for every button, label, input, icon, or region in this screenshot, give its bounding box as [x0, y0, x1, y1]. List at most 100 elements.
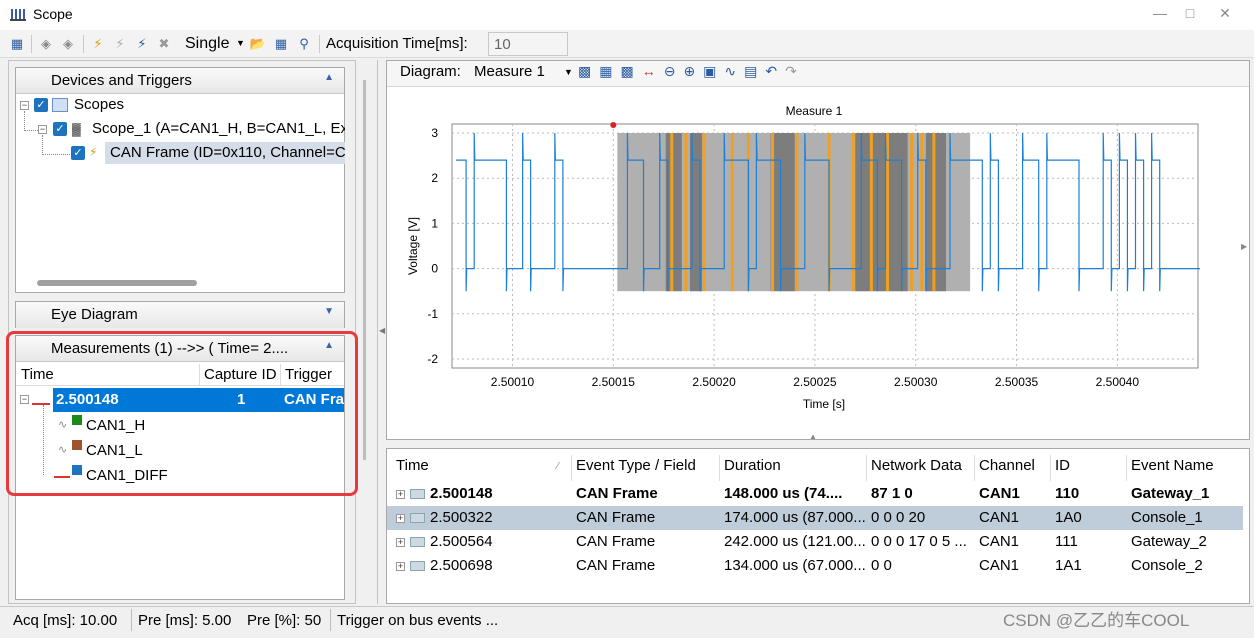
stuff-bit-marker [730, 133, 734, 292]
find-icon[interactable]: ⚲ [299, 36, 309, 51]
chevron-up-icon[interactable]: ▲ [809, 432, 817, 441]
can1-h-color-swatch [72, 415, 82, 425]
acquisition-time-input[interactable]: 10 [488, 32, 568, 56]
event-column-type[interactable]: Event Type / Field [576, 457, 696, 474]
event-column-duration[interactable]: Duration [724, 457, 781, 474]
chevron-left-icon[interactable]: ◀ [379, 326, 386, 335]
redo-icon[interactable]: ↷ [785, 63, 805, 79]
measurement-waveform-icon [32, 393, 50, 405]
y-axis-label: Voltage [V] [406, 217, 420, 275]
tree-expander[interactable]: − [20, 394, 29, 404]
signal-can1-diff[interactable]: CAN1_DIFF [86, 467, 168, 484]
event-cell-id: 110 [1055, 485, 1080, 502]
event-cell-id: 111 [1055, 533, 1078, 550]
measurements-title: Measurements (1) -->> ( Time= 2.... [51, 340, 289, 357]
tree-expander[interactable]: + [396, 561, 405, 571]
event-cell-type: CAN Frame [576, 509, 656, 526]
event-row-selected[interactable] [387, 506, 1243, 530]
diagram-select[interactable]: Measure 1 [474, 63, 545, 80]
event-column-time[interactable]: Time [396, 457, 429, 474]
signal-can1-h[interactable]: CAN1_H [86, 417, 146, 434]
diagram-tool-icons[interactable]: ▩▦▩↔⊖⊕▣∿▤↶↷ [578, 63, 805, 80]
event-cell-type: CAN Frame [576, 485, 658, 502]
chevron-down-icon[interactable]: ▼ [564, 67, 573, 77]
open-folder-icon[interactable]: 📂 [249, 36, 267, 51]
tree-item-scope-1[interactable]: Scope_1 (A=CAN1_H, B=CAN1_L, Ext [92, 120, 345, 137]
eye-diagram-header[interactable]: Eye Diagram ▼ [16, 302, 344, 328]
zoom-out-icon[interactable]: ⊖ [663, 63, 684, 79]
y-tick-label: 2 [431, 171, 438, 185]
frame-icon [410, 537, 425, 547]
event-column-event-name[interactable]: Event Name [1131, 457, 1214, 474]
tree-item-can-frame[interactable]: CAN Frame (ID=0x110, Channel=C [110, 144, 345, 161]
chevron-down-icon[interactable]: ▼ [236, 38, 245, 48]
maximize-button[interactable]: □ [1185, 5, 1195, 21]
tree-item-scopes[interactable]: Scopes [74, 96, 125, 113]
devices-panel-header[interactable]: Devices and Triggers ▲ [16, 68, 344, 94]
y-tick-label: 1 [431, 216, 438, 230]
column-trigger[interactable]: Trigger [285, 366, 332, 383]
undo-icon[interactable]: ↶ [765, 63, 786, 79]
stuff-bit-marker [932, 133, 936, 292]
event-cell-id: 1A0 [1055, 509, 1082, 526]
event-column-id[interactable]: ID [1055, 457, 1070, 474]
tree-expander[interactable]: − [38, 124, 47, 134]
tree-expander[interactable]: + [396, 489, 405, 499]
selected-row-bg [105, 142, 345, 164]
tree-expander[interactable]: + [396, 537, 405, 547]
expand-down-icon[interactable]: ▼ [324, 306, 334, 317]
stuff-bit-marker [886, 133, 890, 292]
can1-l-color-swatch [72, 440, 82, 450]
measurement-row-selected[interactable] [53, 388, 344, 412]
disconnect-icon[interactable]: ◈ [63, 36, 73, 51]
checkbox-checked[interactable]: ✓ [53, 122, 67, 136]
trigger-marker[interactable] [610, 122, 617, 128]
chevron-right-icon[interactable]: ▶ [1241, 242, 1248, 251]
fit-icon[interactable]: ↔ [641, 63, 664, 79]
measure-icon[interactable]: ∿ [724, 63, 745, 79]
checkbox-checked[interactable]: ✓ [34, 98, 48, 112]
trigger-mode-select[interactable]: Single [185, 35, 230, 52]
manual-trigger-icon[interactable]: ⚡ [137, 36, 147, 51]
column-time[interactable]: Time [21, 366, 54, 383]
zoom-in-icon[interactable]: ⊕ [683, 63, 704, 79]
event-cell-name: Console_1 [1131, 509, 1203, 526]
stop-icon[interactable]: ✖ [158, 36, 170, 51]
collapse-up-icon[interactable]: ▲ [324, 340, 334, 351]
save-icon[interactable]: ▦ [274, 36, 288, 51]
tree-expander[interactable]: + [396, 513, 405, 523]
trigger-disabled-icon[interactable]: ⚡ [115, 36, 125, 51]
zoom-box-icon[interactable]: ▣ [703, 63, 725, 79]
splitter-grip[interactable] [363, 80, 366, 460]
frame-band [770, 133, 795, 292]
chart-type-icon[interactable]: ▩ [578, 63, 600, 79]
frame-band [689, 133, 703, 292]
axis-icon[interactable]: ▦ [599, 63, 621, 79]
checkbox-checked[interactable]: ✓ [71, 146, 85, 160]
scope-plot[interactable]: Measure 1 3 2 1 0 -1 -2 2.50010 2.50015 2.50020… [387, 88, 1249, 438]
trigger-icon[interactable]: ⚡ [93, 36, 103, 51]
measurement-trigger: CAN Fra [284, 391, 344, 408]
y-tick-label: 3 [431, 126, 438, 140]
event-column-channel[interactable]: Channel [979, 457, 1035, 474]
connect-icon[interactable]: ◈ [41, 36, 51, 51]
device-config-icon[interactable]: ▦ [10, 36, 24, 51]
title-bar [0, 0, 1254, 30]
export-icon[interactable]: ▤ [744, 63, 766, 79]
signal-wave-icon: ∿ [58, 444, 68, 456]
frame-band [855, 133, 908, 292]
sort-icon[interactable]: ⁄ [557, 461, 559, 472]
scale-icon[interactable]: ▩ [620, 63, 642, 79]
close-button[interactable]: ✕ [1219, 5, 1231, 21]
tree-line [24, 130, 38, 131]
x-tick-label: 2.50015 [592, 375, 636, 389]
collapse-up-icon[interactable]: ▲ [324, 72, 334, 83]
signal-can1-l[interactable]: CAN1_L [86, 442, 143, 459]
tree-expander[interactable]: − [20, 100, 29, 110]
event-column-network-data[interactable]: Network Data [871, 457, 962, 474]
minimize-button[interactable]: — [1153, 5, 1167, 21]
column-capture-id[interactable]: Capture ID [204, 366, 277, 383]
measurements-header[interactable]: Measurements (1) -->> ( Time= 2.... ▲ [16, 336, 344, 362]
status-separator [131, 609, 132, 631]
horizontal-scrollbar[interactable] [37, 280, 197, 286]
